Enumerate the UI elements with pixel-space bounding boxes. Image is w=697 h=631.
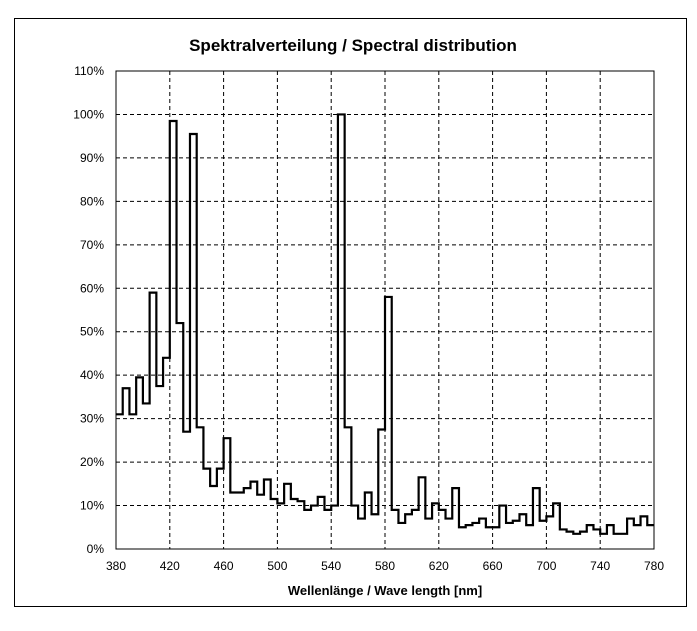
y-tick-label: 40% (80, 368, 104, 382)
y-tick-label: 100% (73, 107, 104, 121)
x-tick-label: 700 (536, 559, 556, 573)
y-tick-label: 50% (80, 325, 104, 339)
y-tick-label: 0% (87, 542, 105, 556)
spectral-chart: Spektralverteilung / Spectral distributi… (73, 36, 664, 598)
y-tick-label: 110% (74, 64, 104, 78)
y-tick-label: 30% (80, 412, 104, 426)
x-tick-label: 660 (483, 559, 503, 573)
x-tick-label: 540 (321, 559, 341, 573)
x-tick-label: 620 (429, 559, 449, 573)
plot-area-border (115, 70, 655, 550)
y-tick-label: 70% (80, 238, 104, 252)
x-tick-label: 740 (590, 559, 610, 573)
x-tick-label: 500 (267, 559, 287, 573)
y-tick-label: 10% (80, 499, 104, 513)
x-tick-label: 580 (375, 559, 395, 573)
x-tick-label: 380 (106, 559, 126, 573)
chart-frame: Spektralverteilung / Spectral distributi… (14, 18, 687, 607)
chart-title: Spektralverteilung / Spectral distributi… (189, 36, 517, 55)
y-tick-label: 90% (80, 151, 104, 165)
y-tick-label: 60% (80, 281, 104, 295)
x-axis-label: Wellenlänge / Wave length [nm] (288, 583, 482, 598)
y-tick-label: 80% (80, 194, 104, 208)
x-tick-labels: 380 420 460 500 540 580 620 660 700 740 780 (106, 559, 664, 573)
x-tick-label: 420 (160, 559, 180, 573)
x-tick-label: 460 (214, 559, 234, 573)
series-line-spectral-distribution (116, 113, 654, 535)
x-tick-label: 780 (644, 559, 664, 573)
y-tick-label: 20% (80, 455, 104, 469)
y-tick-labels: 0% 10% 20% 30% 40% 50% 60% 70% 80% 90% 100% 110% (73, 64, 104, 556)
